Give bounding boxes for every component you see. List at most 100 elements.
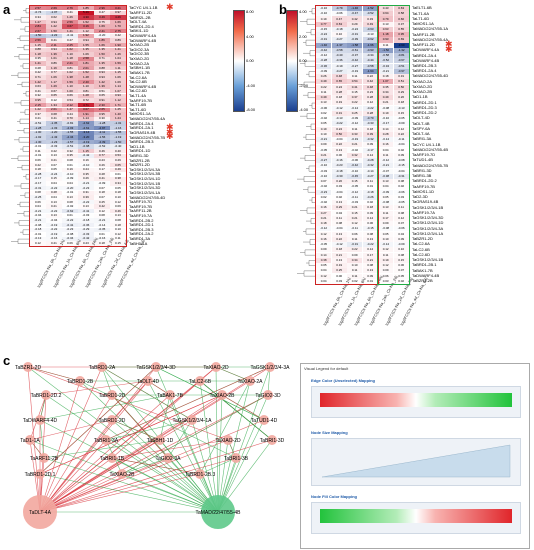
network-node-label: TaBRD1-2D.2: [31, 393, 62, 399]
heatmap-row-label: TaD1-1B: [129, 143, 145, 149]
network-node[interactable]: [35, 469, 45, 479]
network-node[interactable]: [23, 362, 33, 372]
network-node[interactable]: [143, 376, 153, 386]
network-node[interactable]: [259, 415, 269, 425]
heatmap-cell: -1.56: [94, 135, 110, 140]
heatmap-cell: -0.04: [46, 218, 62, 223]
heatmap-cell: -0.21: [378, 163, 394, 169]
heatmap-row-label: TaBRI2L-2B: [129, 14, 151, 20]
network-node[interactable]: [97, 362, 107, 372]
network-node[interactable]: [263, 390, 273, 400]
network-node[interactable]: [41, 390, 51, 400]
network-node[interactable]: [35, 415, 45, 425]
heatmap-cell: -0.27: [347, 63, 363, 69]
heatmap-row-label: TaGSK1/2/3/4-1A: [129, 189, 161, 195]
network-node[interactable]: [231, 453, 241, 463]
heatmap-cell: -0.81: [62, 121, 78, 126]
heatmap-cell: 0.95: [393, 32, 409, 38]
network-node[interactable]: [201, 495, 235, 529]
heatmap-cell: 0.63: [378, 26, 394, 32]
heatmap-cell: -0.22: [46, 227, 62, 232]
heatmap-cell: 0.21: [362, 257, 378, 263]
heatmap-cell: 0.12: [378, 263, 394, 269]
heatmap-cell: -0.52: [378, 58, 394, 64]
network-node[interactable]: [163, 453, 173, 463]
heatmap-cell: 0.46: [94, 149, 110, 154]
heatmap-cell: 0.54: [62, 98, 78, 103]
network-node[interactable]: [211, 362, 221, 372]
heatmap-cell: 0.65: [331, 79, 347, 85]
network-node[interactable]: [107, 390, 117, 400]
heatmap-row-label: TaXIAO-2B: [129, 42, 150, 48]
network-node[interactable]: [217, 390, 227, 400]
network-node[interactable]: [245, 376, 255, 386]
network-node[interactable]: [187, 415, 197, 425]
heatmap-cell: 1.34: [46, 102, 62, 108]
network-node[interactable]: [101, 435, 111, 445]
heatmap-cell: 1.09: [110, 79, 126, 85]
heatmap-cell: -0.63: [362, 26, 378, 32]
heatmap-cell: 0.21: [347, 215, 363, 221]
heatmap-row-label: TaBRD1-2D.1: [129, 222, 154, 228]
heatmap-cell: 1.04: [110, 56, 126, 62]
heatmap-cell: 0.16: [378, 142, 394, 148]
network-node[interactable]: [151, 362, 161, 372]
heatmap-cell: 0.41: [46, 38, 62, 43]
heatmap-cell: 0.08: [110, 218, 126, 223]
network-edge: [39, 380, 81, 513]
heatmap-cell: 0.71: [94, 56, 110, 62]
heatmap-cell: 0.38: [316, 257, 332, 263]
network-node[interactable]: [75, 376, 85, 386]
heatmap-cell: -0.18: [331, 26, 347, 32]
network-node[interactable]: [195, 469, 205, 479]
heatmap-cell: 0.09: [316, 247, 332, 253]
heatmap-cell: 0.43: [378, 6, 394, 12]
heatmap-cell: 0.05: [110, 186, 126, 191]
heatmap-row-label: TaLT1-6B: [129, 102, 147, 108]
heatmap-cell: 0.02: [393, 278, 409, 284]
heatmap-cell: 0.28: [331, 89, 347, 95]
network-node[interactable]: [195, 376, 205, 386]
heatmap-cell: 2.21: [62, 61, 78, 66]
heatmap-cell: 0.55: [393, 26, 409, 32]
heatmap-cell: -0.08: [30, 222, 46, 228]
heatmap-row-label: TaSBH1-1B: [129, 65, 150, 71]
network-node[interactable]: [267, 435, 277, 445]
heatmap-cell: 0.13: [316, 100, 332, 106]
heatmap-cell: 0.18: [110, 190, 126, 196]
network-node[interactable]: [165, 390, 175, 400]
heatmap-cell: 2.15: [30, 102, 46, 108]
heatmap-cell: -0.09: [62, 176, 78, 182]
network-node[interactable]: [107, 415, 117, 425]
network-node[interactable]: [223, 435, 233, 445]
network-node-label: TaBRD1-2D.1: [25, 472, 56, 478]
network-node-label: TaGIO2-3D: [255, 393, 281, 399]
heatmap-cell: 0.28: [362, 95, 378, 101]
heatmap-cell: -0.16: [331, 158, 347, 164]
heatmap-cell: -1.64: [362, 68, 378, 74]
heatmap-cell: -0.05: [393, 200, 409, 206]
network-node[interactable]: [155, 435, 165, 445]
network-node[interactable]: [265, 362, 275, 372]
network-node[interactable]: [117, 469, 127, 479]
heatmap-cell: 0.33: [347, 131, 363, 137]
heatmap-row-label: TaCYC U4.1-1B: [412, 141, 441, 147]
heatmap-cell: 0.15: [347, 89, 363, 95]
heatmap-row-label: TaBAK1-7B: [129, 69, 150, 75]
network-node-label: TaBRI1-3A: [94, 438, 119, 444]
heatmap-cell: 0.46: [110, 209, 126, 214]
heatmap-cell: 0.11: [347, 273, 363, 279]
heatmap-cell: 0.05: [316, 263, 332, 269]
heatmap-cell: 0.08: [331, 221, 347, 227]
heatmap-cell: -2.03: [62, 126, 78, 131]
network-node[interactable]: [107, 453, 117, 463]
network-node[interactable]: [25, 435, 35, 445]
heatmap-row-label: TaBRD1-2A.4: [129, 120, 154, 126]
network-node[interactable]: [39, 453, 49, 463]
heatmap-cell: 0.38: [110, 176, 126, 182]
color-scale-tick: -2.00: [299, 82, 309, 88]
network-node[interactable]: [23, 495, 57, 529]
heatmap-cell: -0.81: [393, 53, 409, 59]
heatmap-cell: 1.86: [94, 38, 110, 43]
network-node-label: TaDWARF4-4D: [23, 418, 58, 424]
